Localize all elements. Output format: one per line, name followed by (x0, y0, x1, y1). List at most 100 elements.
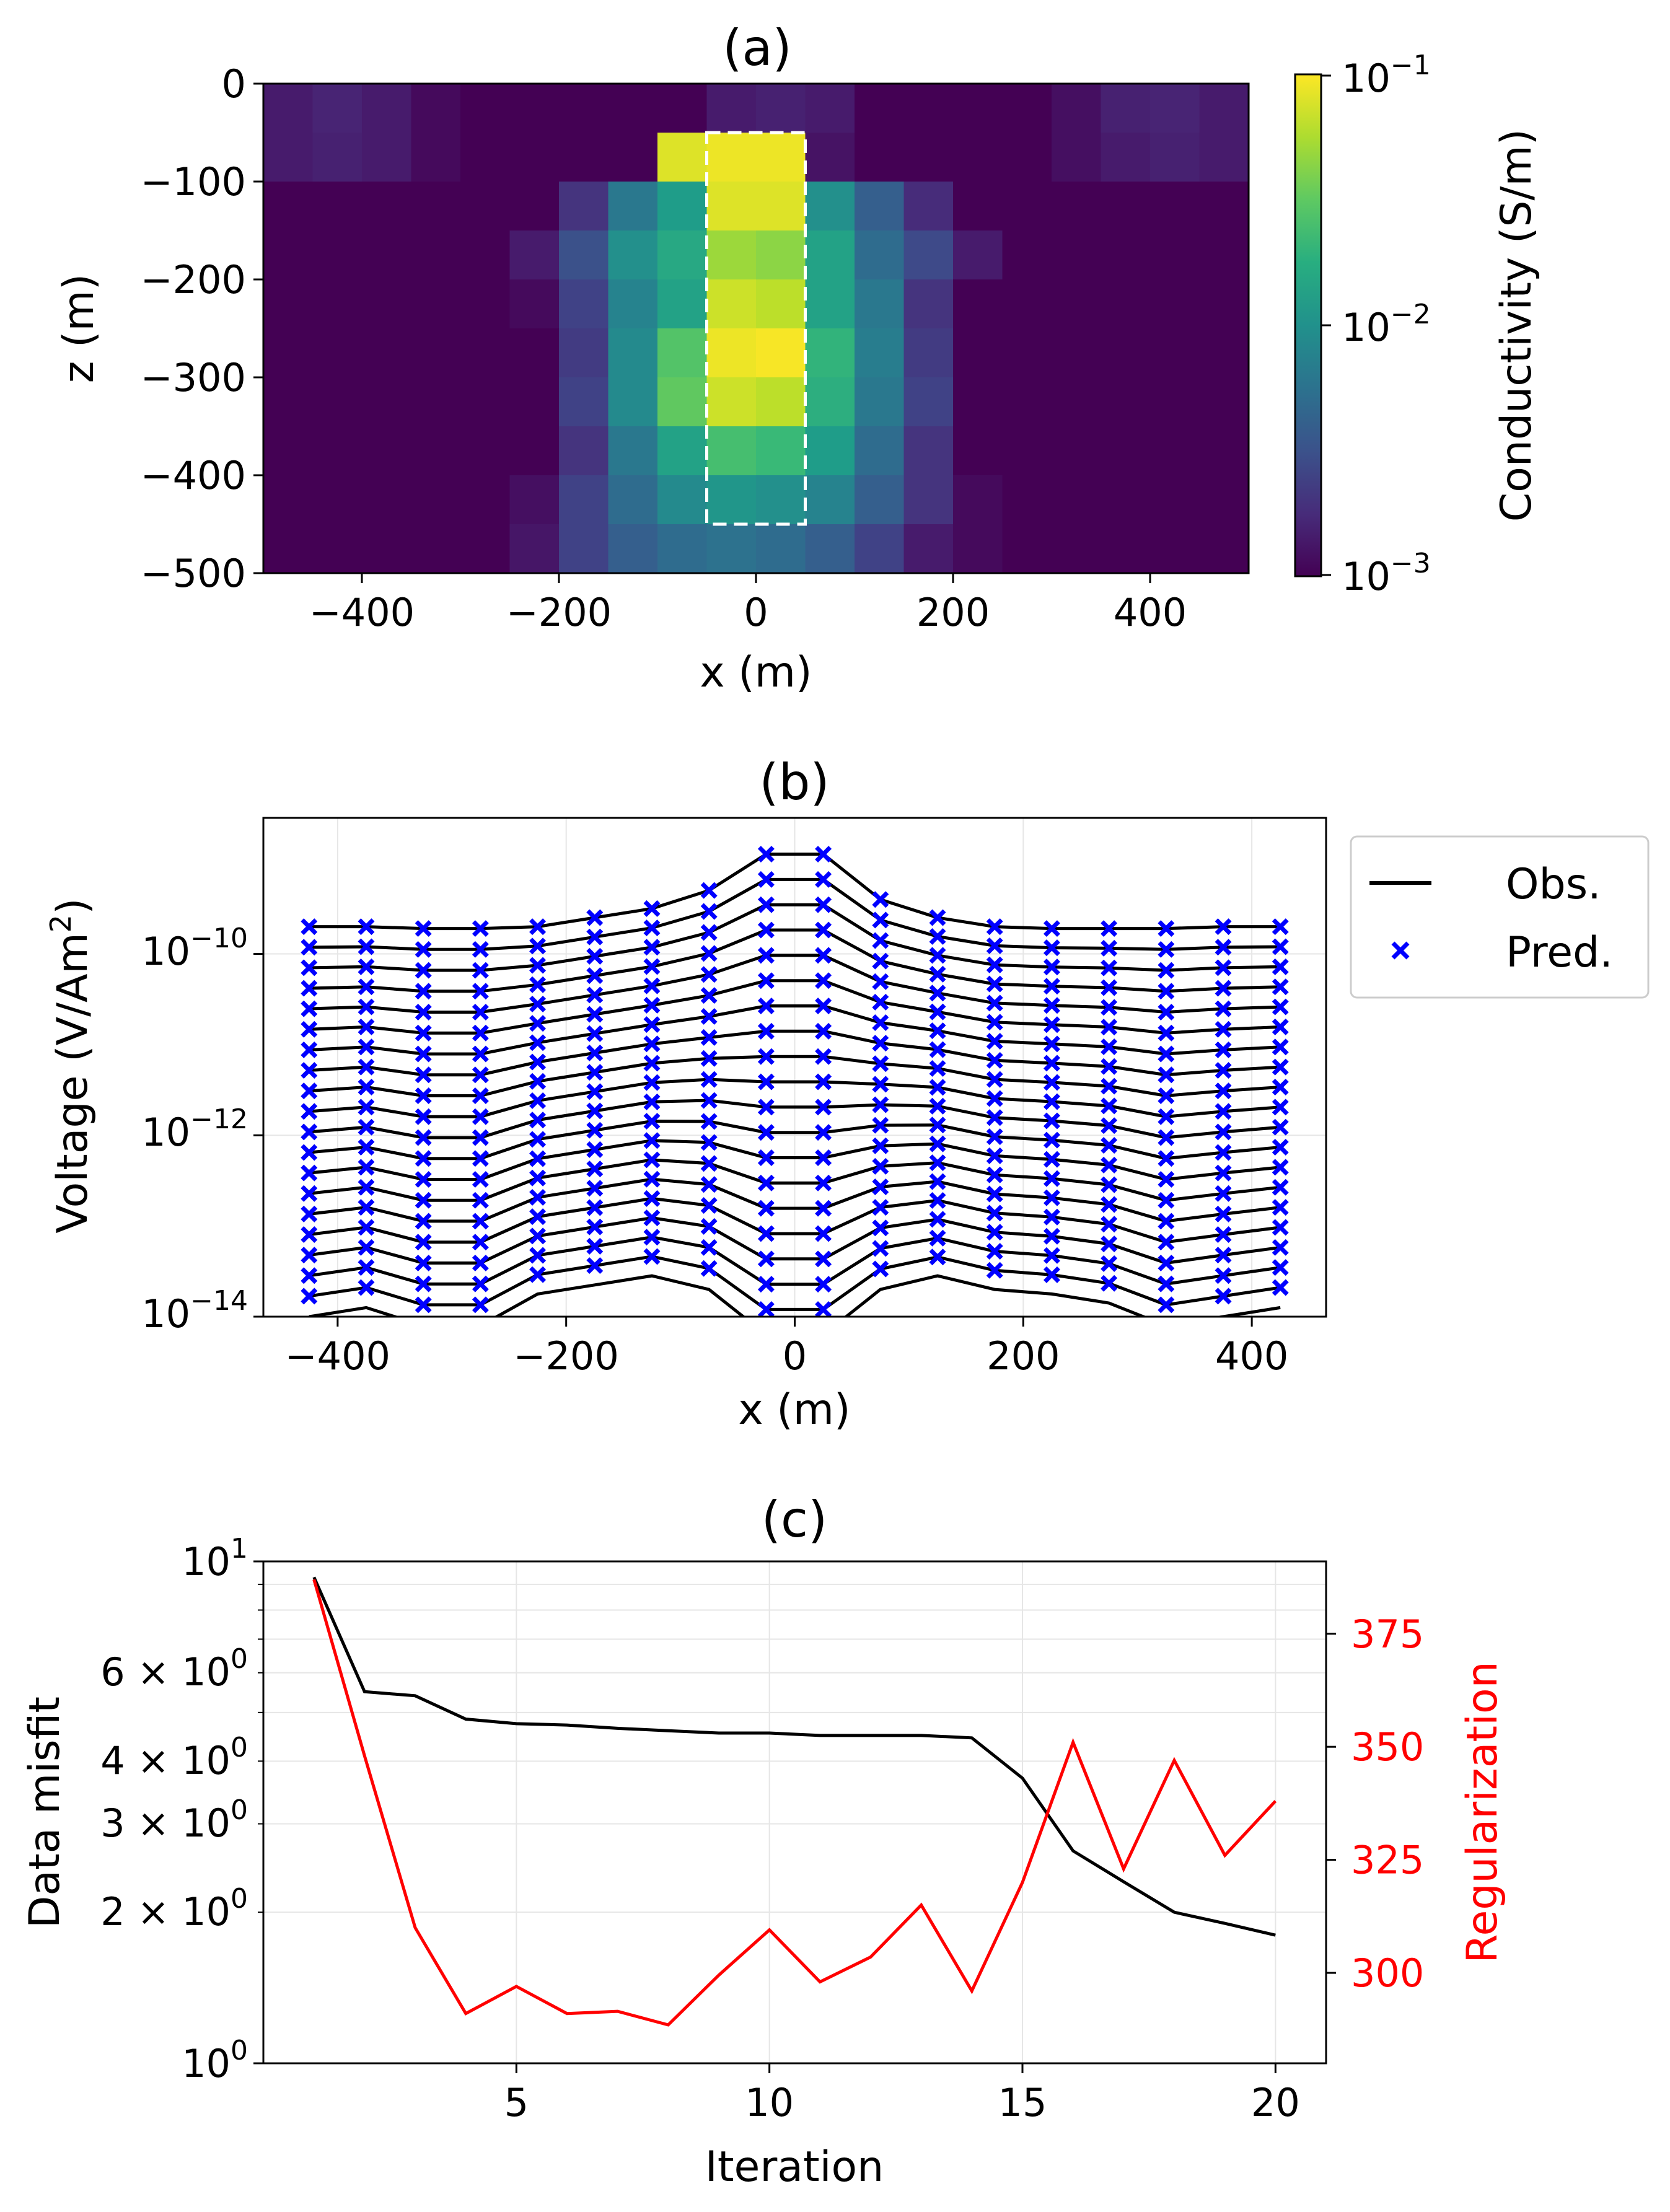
observed-line (309, 1216, 1281, 1265)
conductivity-cell (903, 133, 954, 182)
observed-line (309, 877, 1281, 951)
conductivity-cell (756, 377, 806, 427)
predicted-marker (415, 1213, 432, 1230)
predicted-marker (586, 1121, 604, 1139)
predicted-marker (1043, 1208, 1060, 1226)
conductivity-cell (657, 328, 708, 378)
predicted-marker (1158, 1108, 1175, 1125)
conductivity-cells (263, 84, 1249, 574)
conductivity-cell (756, 133, 806, 182)
predicted-marker-stroke (1272, 1279, 1289, 1296)
predicted-marker-stroke (986, 1185, 1003, 1203)
predicted-marker (929, 909, 946, 926)
predicted-marker-stroke (1101, 1235, 1118, 1253)
conductivity-cell (263, 133, 314, 182)
conductivity-cell (756, 182, 806, 231)
predicted-marker-stroke (815, 1124, 832, 1141)
predicted-marker-stroke (301, 1288, 318, 1305)
predicted-marker (815, 1174, 832, 1192)
predicted-marker-stroke (472, 1213, 489, 1230)
predicted-marker-stroke (1158, 1066, 1175, 1084)
predicted-marker-stroke (872, 1035, 889, 1052)
predicted-marker (529, 995, 547, 1012)
predicted-marker (1101, 1156, 1118, 1174)
conductivity-cell (855, 475, 905, 525)
predicted-marker-stroke (1101, 1058, 1118, 1075)
predicted-marker (643, 1113, 661, 1130)
conductivity-cell (509, 133, 560, 182)
conductivity-cell (312, 377, 363, 427)
predicted-marker-stroke (700, 1239, 718, 1256)
predicted-marker (643, 1016, 661, 1034)
conductivity-cell (1199, 133, 1249, 182)
predicted-marker-stroke (872, 1178, 889, 1195)
conductivity-cell (756, 230, 806, 280)
predicted-marker-stroke (529, 1188, 547, 1206)
predicted-marker-stroke (1101, 1137, 1118, 1154)
x-tick-label: 15 (998, 2080, 1047, 2125)
predicted-marker (1043, 1055, 1060, 1072)
predicted-marker-stroke (757, 871, 775, 888)
conductivity-cell (953, 328, 1003, 378)
predicted-marker (815, 1073, 832, 1091)
predicted-marker (586, 986, 604, 1004)
conductivity-cell (805, 475, 855, 525)
predicted-marker-stroke (586, 1237, 604, 1255)
predicted-marker-stroke (700, 1050, 718, 1067)
predicted-marker-stroke (1101, 1117, 1118, 1135)
predicted-marker-stroke (1043, 1093, 1060, 1110)
predicted-marker (700, 1197, 718, 1214)
predicted-marker (1043, 1247, 1060, 1264)
predicted-marker-stroke (529, 937, 547, 955)
predicted-marker (415, 1254, 432, 1271)
conductivity-cell (460, 524, 511, 574)
conductivity-cell (805, 133, 855, 182)
panel-c-right-ticks: 300 325 350 375 (1326, 1612, 1424, 1996)
predicted-marker-stroke (1272, 1078, 1289, 1095)
predicted-marker (1158, 1150, 1175, 1167)
predicted-marker-stroke (1272, 978, 1289, 996)
predicted-marker (700, 1029, 718, 1046)
conductivity-cell (411, 524, 461, 574)
conductivity-cell (1002, 328, 1052, 378)
y-tick-label: −200 (141, 257, 246, 302)
conductivity-cell (1101, 279, 1151, 329)
predicted-marker-stroke (472, 1150, 489, 1167)
predicted-marker (358, 1199, 375, 1216)
predicted-marker-stroke (1272, 1058, 1289, 1076)
conductivity-cell (460, 279, 511, 329)
predicted-marker (529, 1208, 547, 1226)
predicted-marker (700, 882, 718, 899)
conductivity-cell (263, 426, 314, 476)
predicted-marker (700, 1071, 718, 1088)
observed-line (309, 1004, 1281, 1056)
predicted-marker-stroke (1043, 997, 1060, 1014)
conductivity-cell (1052, 524, 1102, 574)
conductivity-cell (706, 182, 757, 231)
predicted-marker (757, 1099, 775, 1116)
predicted-marker (815, 846, 832, 863)
conductivity-cell (509, 377, 560, 427)
predicted-marker-stroke (872, 952, 889, 970)
predicted-marker-stroke (1043, 1016, 1060, 1034)
conductivity-cell (903, 230, 954, 280)
predicted-marker-stroke (586, 928, 604, 946)
predicted-marker (1215, 1020, 1232, 1038)
predicted-marker (643, 1209, 661, 1227)
predicted-marker-stroke (986, 1205, 1003, 1222)
predicted-marker-stroke (643, 1209, 661, 1227)
predicted-marker-stroke (472, 1108, 489, 1125)
conductivity-cell (460, 182, 511, 231)
predicted-marker-stroke (643, 1113, 661, 1130)
predicted-marker-stroke (472, 1066, 489, 1084)
predicted-marker (700, 1260, 718, 1277)
conductivity-cell (411, 182, 461, 231)
conductivity-cell (460, 377, 511, 427)
predicted-marker (986, 1109, 1003, 1126)
predicted-marker-stroke (301, 1123, 318, 1141)
conductivity-cell (1101, 377, 1151, 427)
y-tick-label: −100 (141, 159, 246, 204)
predicted-marker-stroke (757, 1099, 775, 1116)
conductivity-cell (953, 377, 1003, 427)
predicted-marker (700, 1218, 718, 1235)
